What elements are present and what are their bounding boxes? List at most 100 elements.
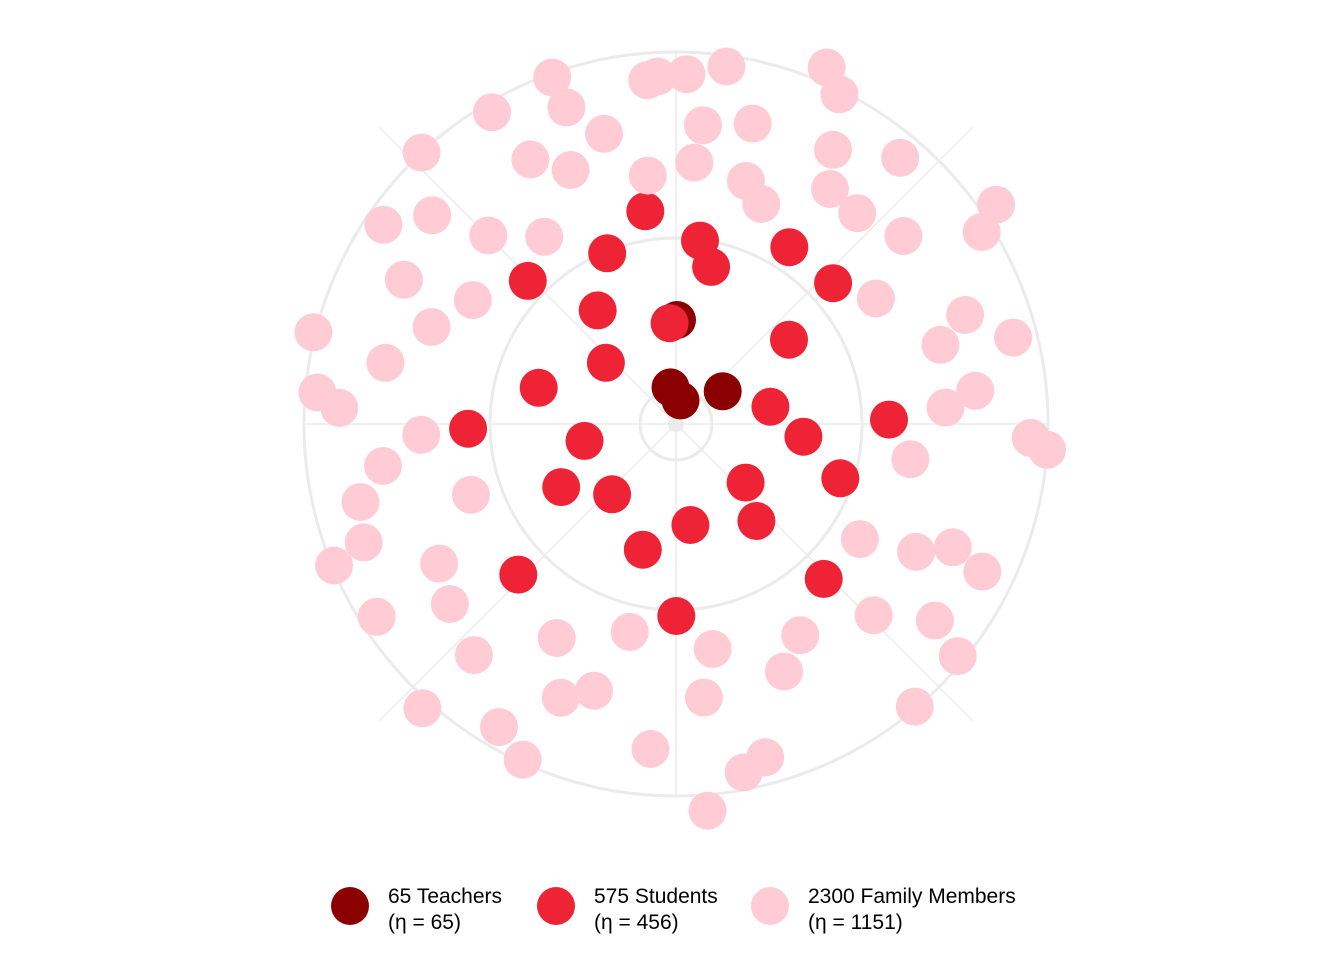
point-family — [366, 343, 405, 382]
point-family — [473, 93, 511, 132]
point-teachers — [703, 372, 742, 411]
point-students — [542, 468, 581, 507]
point-family — [610, 612, 649, 651]
point-family — [480, 708, 518, 747]
grid-centre — [668, 416, 684, 432]
grid-ring — [302, 50, 1050, 798]
point-students — [770, 228, 809, 267]
point-family — [921, 325, 960, 364]
point-family — [897, 532, 936, 571]
legend-label-family: 2300 Family Members — [808, 885, 1016, 908]
point-family — [420, 544, 459, 583]
point-family — [364, 205, 403, 244]
point-family — [628, 156, 667, 195]
point-family — [742, 185, 781, 223]
legend-label-students: 575 Students — [594, 885, 718, 908]
point-family — [551, 151, 590, 189]
point-family — [631, 730, 670, 768]
point-family — [1028, 430, 1067, 469]
point-family — [412, 308, 451, 346]
point-family — [344, 523, 383, 562]
point-family — [781, 616, 820, 655]
point-students — [565, 421, 604, 460]
data-points — [294, 47, 1067, 830]
point-family — [430, 585, 469, 623]
point-family — [469, 216, 508, 255]
point-students — [671, 506, 710, 544]
legend: 65 Teachers (η = 65) 575 Students (η = 456)… — [331, 885, 1016, 934]
point-family — [684, 678, 723, 717]
point-students — [499, 555, 538, 594]
point-family — [724, 753, 763, 792]
point-family — [585, 114, 623, 153]
legend-key-teachers — [331, 887, 369, 925]
point-family — [402, 133, 441, 172]
point-family — [384, 260, 423, 299]
point-students — [593, 475, 632, 514]
point-students — [870, 400, 908, 439]
point-family — [707, 47, 746, 86]
point-students — [657, 597, 696, 635]
point-family — [693, 630, 732, 668]
point-students — [804, 559, 843, 598]
point-family — [856, 279, 895, 318]
point-family — [963, 552, 1002, 591]
point-students — [681, 221, 719, 260]
point-family — [511, 140, 550, 179]
point-students — [726, 463, 765, 502]
point-students — [588, 234, 627, 273]
legend-label-teachers: 65 Teachers — [388, 885, 502, 908]
point-students — [626, 192, 665, 231]
point-family — [413, 196, 452, 235]
point-family — [320, 389, 359, 427]
point-family — [994, 318, 1033, 357]
point-family — [541, 678, 580, 717]
point-family — [294, 313, 333, 352]
point-family — [926, 388, 965, 427]
point-family — [537, 619, 576, 657]
point-students — [650, 304, 689, 343]
point-family — [884, 217, 923, 255]
point-family — [357, 597, 396, 636]
point-students — [737, 502, 776, 540]
point-family — [938, 637, 977, 676]
point-students — [814, 264, 853, 303]
point-students — [508, 261, 547, 300]
legend-key-family — [751, 887, 789, 925]
point-family — [547, 88, 586, 127]
legend-count-teachers: (η = 65) — [388, 911, 461, 934]
point-students — [623, 530, 662, 569]
point-family — [765, 652, 803, 691]
legend-count-students: (η = 456) — [594, 911, 679, 934]
point-family — [814, 130, 852, 169]
point-teachers — [651, 368, 690, 407]
point-students — [578, 291, 617, 330]
point-family — [977, 185, 1016, 224]
point-family — [946, 295, 985, 334]
point-family — [575, 671, 613, 710]
legend-count-family: (η = 1151) — [808, 911, 903, 934]
point-students — [449, 409, 488, 448]
point-family — [533, 58, 572, 97]
point-students — [586, 343, 625, 382]
point-family — [503, 740, 542, 779]
point-family — [915, 601, 954, 640]
point-family — [811, 170, 849, 208]
point-family — [881, 138, 920, 177]
point-family — [933, 528, 972, 567]
point-family — [451, 475, 490, 514]
point-family — [854, 596, 893, 635]
point-students — [770, 320, 808, 359]
point-family — [891, 440, 930, 479]
point-family — [684, 106, 722, 145]
point-family — [733, 104, 772, 143]
point-family — [840, 520, 879, 559]
point-family — [838, 194, 877, 233]
point-family — [453, 281, 492, 320]
point-students — [784, 417, 823, 456]
point-family — [364, 447, 402, 485]
point-family — [675, 143, 714, 182]
point-family — [638, 57, 677, 96]
point-students — [519, 368, 558, 407]
